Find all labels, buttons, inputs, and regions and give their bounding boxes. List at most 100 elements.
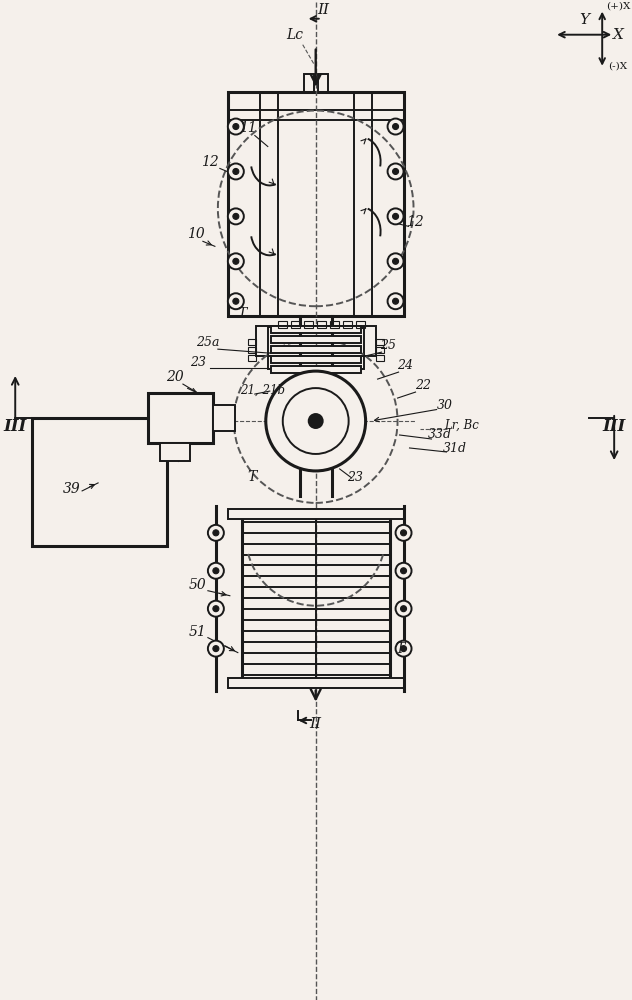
Circle shape xyxy=(387,253,404,269)
Text: 23: 23 xyxy=(190,356,206,369)
Bar xyxy=(270,326,361,333)
Circle shape xyxy=(387,208,404,224)
Bar xyxy=(330,321,339,328)
Text: 31d: 31d xyxy=(442,442,466,455)
Bar xyxy=(375,347,384,353)
Text: 33d: 33d xyxy=(427,428,451,441)
Circle shape xyxy=(396,563,411,579)
Circle shape xyxy=(392,258,399,264)
Circle shape xyxy=(401,568,406,574)
Bar xyxy=(213,405,235,431)
Text: X: X xyxy=(613,28,624,42)
Text: 21, 21b: 21, 21b xyxy=(240,384,285,397)
Circle shape xyxy=(308,414,323,428)
Circle shape xyxy=(233,298,239,304)
Text: II: II xyxy=(318,3,330,17)
Circle shape xyxy=(401,646,406,652)
Bar xyxy=(270,366,361,373)
Text: III: III xyxy=(4,418,27,435)
Text: (-)X: (-)X xyxy=(609,62,628,71)
Circle shape xyxy=(208,525,224,541)
Bar xyxy=(343,321,351,328)
Circle shape xyxy=(228,119,244,135)
Text: 50: 50 xyxy=(189,578,207,592)
Circle shape xyxy=(228,208,244,224)
Bar xyxy=(270,336,361,343)
Bar xyxy=(248,339,256,345)
Circle shape xyxy=(387,119,404,135)
Circle shape xyxy=(208,641,224,657)
Bar xyxy=(160,443,190,461)
Circle shape xyxy=(387,163,404,179)
Circle shape xyxy=(208,563,224,579)
Circle shape xyxy=(283,388,349,454)
Text: 12: 12 xyxy=(406,215,423,229)
Text: 39: 39 xyxy=(63,482,81,496)
Text: 25: 25 xyxy=(380,339,396,352)
Circle shape xyxy=(266,371,366,471)
Circle shape xyxy=(213,646,219,652)
Circle shape xyxy=(228,163,244,179)
Bar xyxy=(268,327,363,369)
Bar xyxy=(256,326,375,356)
Circle shape xyxy=(233,124,239,130)
Bar xyxy=(228,92,404,316)
Circle shape xyxy=(213,568,219,574)
Text: III: III xyxy=(602,418,626,435)
Circle shape xyxy=(213,530,219,536)
Circle shape xyxy=(233,213,239,219)
Circle shape xyxy=(392,213,399,219)
Bar xyxy=(356,321,365,328)
Circle shape xyxy=(401,530,406,536)
Text: 12: 12 xyxy=(201,155,219,169)
Text: Y: Y xyxy=(579,13,589,27)
Circle shape xyxy=(392,168,399,174)
Circle shape xyxy=(228,293,244,309)
Bar xyxy=(278,321,287,328)
Circle shape xyxy=(396,641,411,657)
Text: 25a: 25a xyxy=(196,336,220,349)
Bar xyxy=(270,346,361,353)
Circle shape xyxy=(392,124,399,130)
Bar xyxy=(304,74,313,92)
Circle shape xyxy=(396,601,411,617)
Circle shape xyxy=(233,258,239,264)
Text: 24: 24 xyxy=(398,359,413,372)
Circle shape xyxy=(233,168,239,174)
Circle shape xyxy=(387,293,404,309)
Text: 22: 22 xyxy=(415,379,432,392)
Text: 11: 11 xyxy=(239,121,257,135)
Text: T: T xyxy=(247,470,257,484)
Circle shape xyxy=(213,606,219,612)
Circle shape xyxy=(208,601,224,617)
Text: Lr, Bc: Lr, Bc xyxy=(444,419,479,432)
Bar xyxy=(248,347,256,353)
Bar xyxy=(318,74,327,92)
Bar xyxy=(148,393,213,443)
Bar xyxy=(242,511,389,686)
Bar xyxy=(375,339,384,345)
Bar xyxy=(291,321,300,328)
Text: 23: 23 xyxy=(346,471,363,484)
Text: Lc: Lc xyxy=(286,28,303,42)
Bar xyxy=(304,321,313,328)
Text: 20: 20 xyxy=(166,370,184,384)
Bar xyxy=(32,418,167,546)
Text: 30: 30 xyxy=(437,399,453,412)
Bar xyxy=(375,355,384,361)
Text: T: T xyxy=(395,642,404,656)
Bar xyxy=(228,509,404,519)
Text: 51: 51 xyxy=(189,625,207,639)
Bar xyxy=(317,321,325,328)
Bar xyxy=(270,356,361,363)
Text: II: II xyxy=(310,717,322,731)
Circle shape xyxy=(228,253,244,269)
Text: (+)X: (+)X xyxy=(606,2,630,11)
Text: 10: 10 xyxy=(187,227,205,241)
Text: T: T xyxy=(237,307,246,321)
Circle shape xyxy=(392,298,399,304)
Circle shape xyxy=(401,606,406,612)
Bar xyxy=(248,355,256,361)
Bar xyxy=(228,678,404,688)
Circle shape xyxy=(396,525,411,541)
